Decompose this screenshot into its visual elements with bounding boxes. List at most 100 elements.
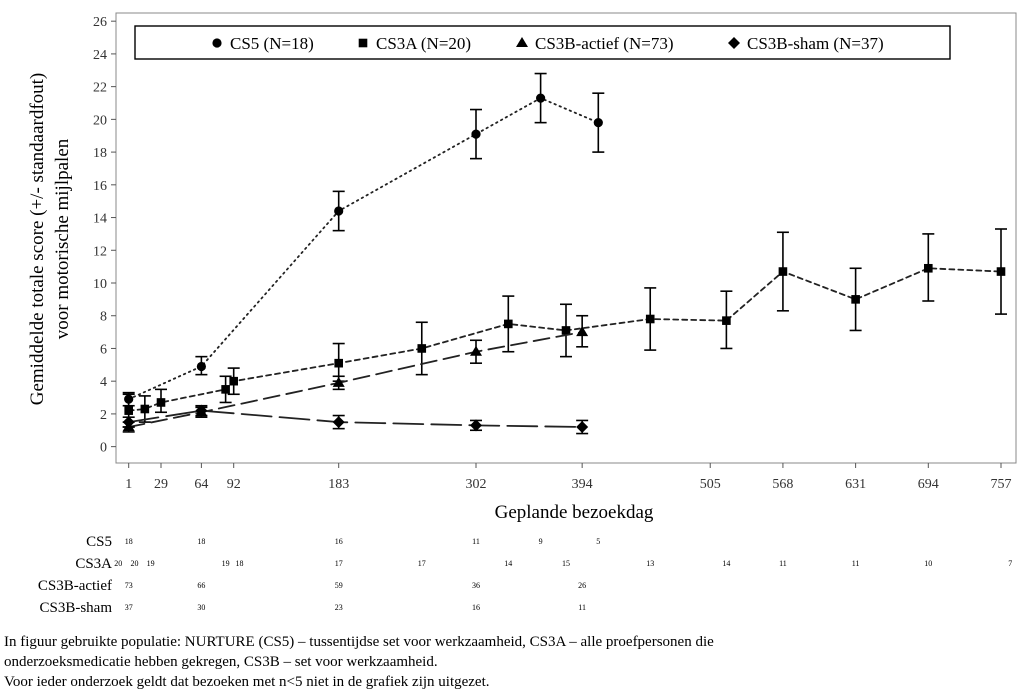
risk-count: 13 [646,559,654,568]
legend-marker [516,37,528,47]
series-3 [122,404,589,435]
legend-label: CS5 (N=18) [230,34,314,53]
data-point [536,93,546,103]
footnote-line-2: onderzoeksmedicatie hebben gekregen, CS3… [4,654,438,670]
plot-frame [115,12,1017,464]
data-point [851,295,860,304]
data-point [778,267,788,276]
data-point [722,316,731,325]
x-tick-label: 694 [918,477,939,492]
risk-row-label: CS3A [75,556,112,572]
risk-row-label: CS3B-actief [38,578,112,594]
y-tick-label: 12 [93,244,107,259]
data-point [561,326,571,335]
data-point [417,344,427,353]
risk-count: 11 [852,559,860,568]
risk-count: 18 [197,537,205,546]
x-tick-label: 29 [154,477,168,492]
footnote-line-3: Voor ieder onderzoek geldt dat bezoeken … [4,674,490,690]
risk-count: 9 [539,537,543,546]
y-tick-label: 14 [93,212,107,227]
x-tick-label: 64 [194,477,208,492]
legend-label: CS3B-actief (N=73) [535,34,673,53]
x-tick-label: 1 [125,477,132,492]
y-tick-label: 6 [100,342,107,357]
data-point [645,314,655,324]
risk-count: 7 [1008,559,1012,568]
data-point [332,376,345,387]
risk-row-label: CS3B-sham [39,600,112,616]
series-line [127,331,584,428]
risk-count: 11 [578,603,586,612]
legend-marker [728,37,740,49]
data-point [471,129,481,139]
risk-count: 5 [596,537,600,546]
risk-count: 20 [114,559,122,568]
risk-count: 18 [235,559,243,568]
risk-count: 16 [335,537,343,546]
risk-count: 14 [722,559,730,568]
y-tick-label: 10 [93,277,107,292]
risk-count: 11 [472,537,480,546]
risk-count: 59 [335,581,343,590]
series-line [127,267,1002,412]
x-tick-label: 505 [700,477,721,492]
data-point [504,319,513,329]
risk-count: 14 [504,559,512,568]
data-point [221,385,230,394]
series-1 [122,228,1007,428]
footnote: In figuur gebruikte populatie: NURTURE (… [4,632,1018,692]
risk-count: 17 [418,559,426,568]
risk-count: 30 [197,603,205,612]
y-tick-label: 24 [93,48,107,63]
data-point [334,358,343,368]
risk-count: 37 [125,603,133,612]
risk-count: 19 [222,559,230,568]
y-axis-title-line1: Gemiddelde totale score (+/- standaardfo… [27,73,48,406]
data-point [332,416,345,429]
data-point [122,416,135,429]
legend-marker [358,38,368,48]
x-tick-label: 757 [991,477,1012,492]
y-tick-label: 16 [93,179,107,194]
data-point [334,206,344,216]
data-point [196,361,206,372]
risk-count: 15 [562,559,570,568]
risk-count: 20 [130,559,138,568]
y-tick-label: 20 [93,113,107,128]
data-point [576,421,589,433]
y-tick-label: 22 [93,81,107,96]
legend-label: CS3B-sham (N=37) [747,34,884,53]
data-point [593,118,603,128]
risk-count: 10 [924,559,932,568]
data-point [470,419,482,432]
series-0 [122,72,605,407]
data-point [124,406,133,415]
legend-marker [212,38,222,48]
x-axis-title: Geplande bezoekdag [495,502,654,523]
risk-count: 16 [472,603,480,612]
y-tick-label: 0 [100,441,107,456]
y-tick-label: 18 [93,146,107,161]
risk-count: 23 [335,603,343,612]
risk-count: 66 [197,581,205,590]
y-axis-title-line2: voor motorische mijlpalen [52,138,73,339]
risk-row-label: CS5 [86,534,112,550]
x-tick-label: 92 [227,477,241,492]
y-tick-label: 4 [100,375,107,390]
legend-box [134,25,951,60]
risk-count: 19 [147,559,155,568]
risk-count: 36 [472,581,480,590]
footnote-line-1: In figuur gebruikte populatie: NURTURE (… [4,634,714,650]
data-point [996,267,1006,276]
risk-count: 18 [125,537,133,546]
y-tick-label: 2 [100,408,107,423]
data-point [140,404,150,414]
x-tick-label: 302 [466,477,487,492]
legend-label: CS3A (N=20) [376,34,471,53]
risk-count: 73 [125,581,133,590]
y-tick-label: 26 [93,15,107,30]
risk-count: 17 [335,559,343,568]
x-tick-label: 183 [328,477,349,492]
